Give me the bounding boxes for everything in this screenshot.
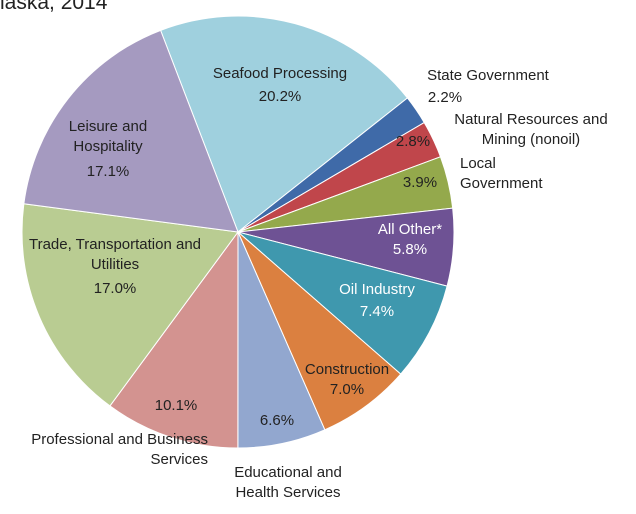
value-label: 5.8%	[392, 241, 428, 258]
pie-slice	[237, 231, 448, 375]
slice-label: State Government	[427, 67, 549, 84]
value-label: 6.6%	[259, 412, 295, 429]
value-label: 17.1%	[86, 163, 130, 180]
slice-label: All Other*	[377, 221, 443, 238]
value-label: 20.2%	[258, 88, 302, 105]
slice-label: Construction	[304, 361, 390, 378]
pie-slice	[109, 230, 239, 449]
pie-slice	[21, 203, 239, 407]
value-label: 7.0%	[329, 381, 365, 398]
slice-label: Leisure and Hospitality	[68, 118, 148, 155]
slice-label: Professional and Business Services	[31, 431, 208, 468]
pie-slice	[159, 15, 409, 233]
value-label: 2.8%	[395, 133, 431, 150]
value-label: 17.0%	[93, 280, 137, 297]
pie-slice	[23, 29, 239, 233]
slice-label: Seafood Processing	[212, 65, 348, 82]
chart-title: laska, 2014	[0, 0, 108, 14]
slice-label: Oil Industry	[339, 281, 415, 298]
slice-label: Educational and Health Services	[234, 464, 342, 501]
value-label: 10.1%	[154, 397, 198, 414]
slice-label: Natural Resources and Mining (nonoil)	[454, 111, 608, 148]
value-label: 2.2%	[427, 89, 463, 106]
value-label: 3.9%	[402, 174, 438, 191]
slice-label: Trade, Transportation and Utilities	[28, 236, 202, 273]
value-label: 7.4%	[359, 303, 395, 320]
slice-label: Local Government	[460, 155, 543, 192]
